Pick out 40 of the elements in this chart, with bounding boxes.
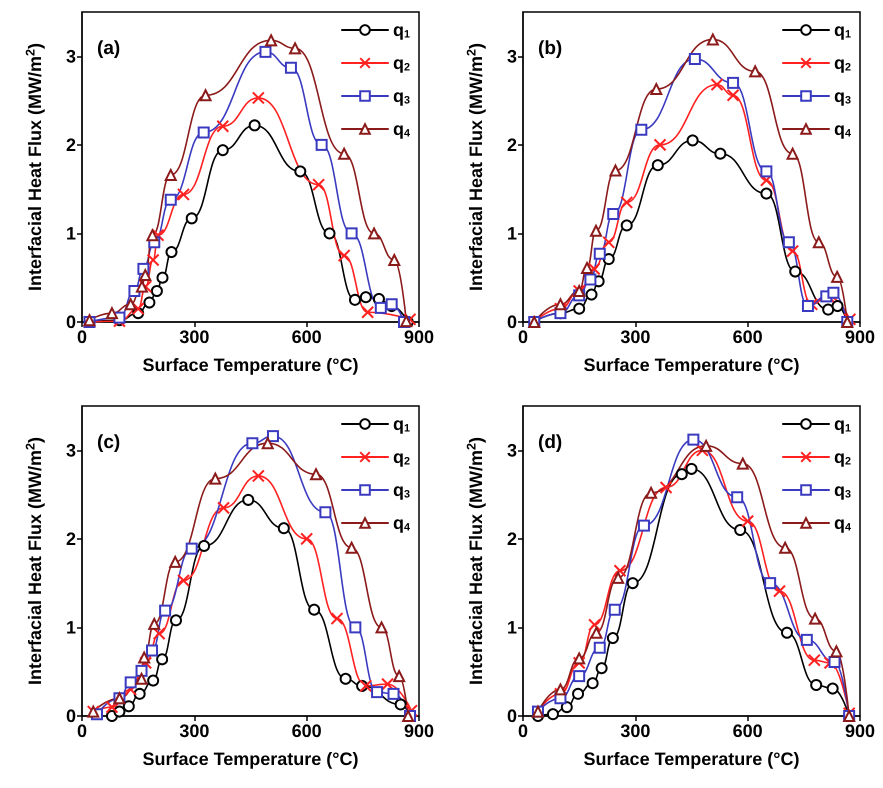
- x-tick-label: 600: [732, 721, 763, 741]
- x-axis-title: Surface Temperature (°C): [584, 355, 800, 375]
- x-axis-title: Surface Temperature (°C): [584, 749, 800, 769]
- x-tick-label: 300: [620, 721, 650, 741]
- text: (d): [538, 432, 562, 453]
- x-tick-label: 600: [732, 327, 763, 347]
- x-tick-label: 300: [179, 721, 210, 741]
- x-tick-label: 600: [292, 327, 322, 347]
- y-tick-label: 3: [506, 46, 517, 66]
- y-tick-label: 1: [506, 617, 517, 638]
- x-tick-label: 900: [404, 327, 434, 347]
- y-tick-label: 3: [66, 46, 76, 66]
- x-axis-title: Surface Temperature (°C): [142, 355, 358, 375]
- y-tick-label: 2: [506, 134, 517, 155]
- y-tick-label: 1: [506, 223, 517, 244]
- x-tick-label: 600: [292, 721, 322, 741]
- x-axis-title: Surface Temperature (°C): [142, 749, 358, 769]
- text: (c): [97, 432, 120, 453]
- y-tick-label: 0: [506, 706, 517, 726]
- y-axis-title: Interfacial Heat Flux (MW/m2): [464, 436, 486, 686]
- y-tick-label: 1: [66, 617, 76, 638]
- text: (b): [538, 38, 562, 59]
- y-tick-label: 0: [506, 312, 517, 332]
- y-axis-title: Interfacial Heat Flux (MW/m2): [464, 42, 486, 292]
- x-tick-label: 900: [844, 721, 876, 741]
- y-tick-label: 0: [66, 706, 76, 726]
- x-tick-label: 300: [179, 327, 210, 347]
- y-tick-label: 3: [66, 440, 76, 460]
- y-tick-label: 1: [66, 223, 76, 244]
- y-tick-label: 2: [506, 528, 517, 549]
- y-axis-title: Interfacial Heat Flux (MW/m2): [24, 436, 45, 686]
- x-tick-label: 900: [844, 327, 876, 347]
- y-tick-label: 0: [66, 312, 76, 332]
- y-axis-title: Interfacial Heat Flux (MW/m2): [24, 42, 45, 292]
- text: (a): [97, 38, 120, 59]
- x-tick-label: 900: [404, 721, 434, 741]
- y-tick-label: 3: [506, 440, 517, 460]
- y-tick-label: 2: [66, 134, 76, 155]
- y-tick-label: 2: [66, 528, 76, 549]
- x-tick-label: 300: [620, 327, 650, 347]
